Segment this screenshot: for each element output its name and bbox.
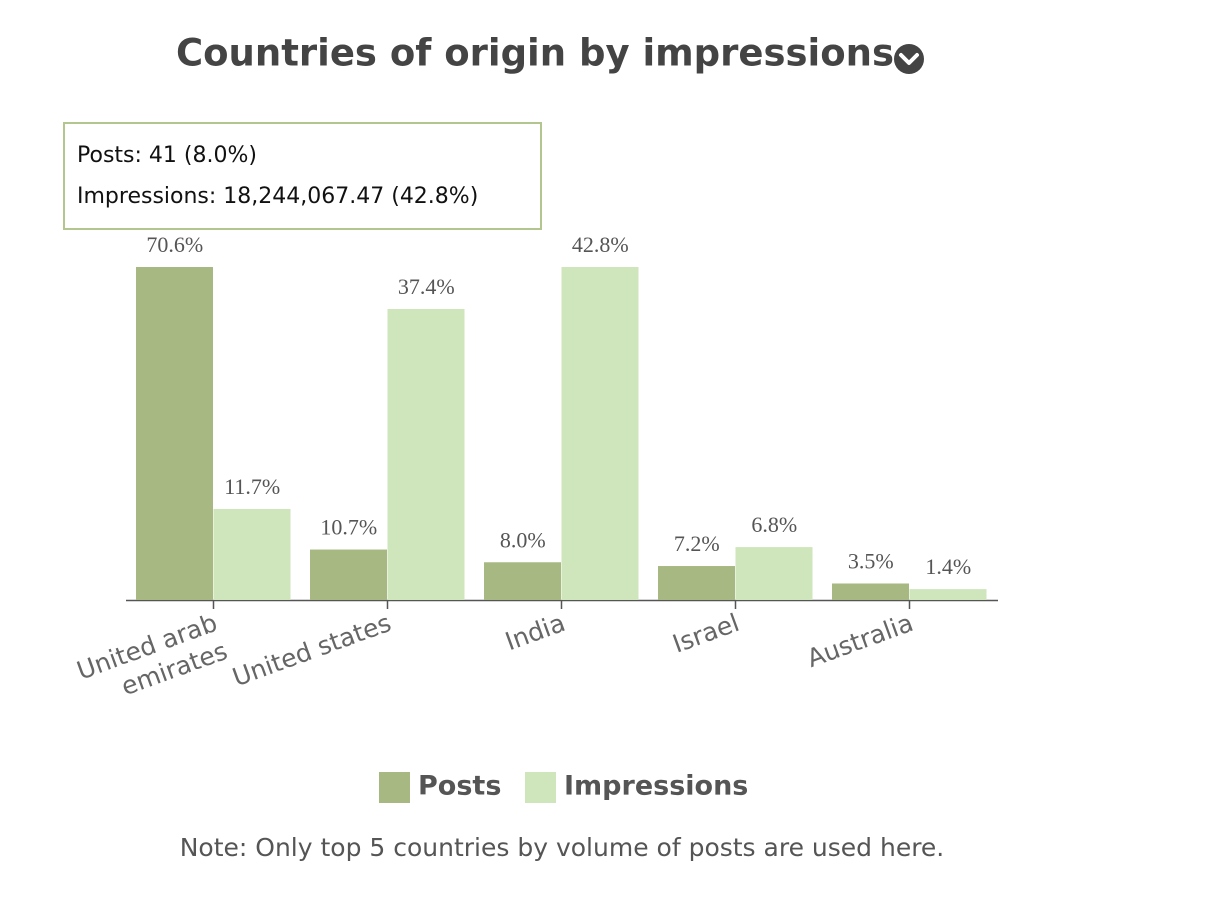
bar (909, 589, 987, 600)
tooltip-box (63, 122, 542, 230)
bar (484, 562, 561, 600)
legend-swatch (379, 772, 410, 803)
value-label: 70.6% (146, 232, 203, 257)
value-label: 7.2% (674, 531, 720, 556)
value-label: 37.4% (398, 274, 455, 299)
value-label: 8.0% (500, 527, 546, 552)
bar (832, 583, 909, 600)
legend-swatch (525, 772, 556, 803)
bar (658, 566, 735, 600)
tooltip-line: Impressions: 18,244,067.47 (42.8%) (77, 184, 478, 209)
bar (387, 309, 465, 600)
legend-label: Impressions (564, 771, 748, 802)
bar (561, 267, 639, 600)
value-label: 6.8% (751, 512, 797, 537)
value-label: 10.7% (320, 515, 377, 540)
bar (136, 267, 213, 600)
value-label: 1.4% (925, 554, 971, 579)
bar (735, 547, 813, 600)
bar (213, 508, 291, 600)
value-label: 42.8% (572, 232, 629, 257)
tooltip-line: Posts: 41 (8.0%) (77, 143, 257, 168)
tooltip: Posts: 41 (8.0%) Impressions: 18,244,067.… (63, 122, 542, 230)
value-label: 3.5% (848, 549, 894, 574)
dropdown-icon[interactable] (894, 44, 924, 74)
bar (310, 549, 387, 600)
legend-label: Posts (418, 771, 501, 802)
note: Note: Only top 5 countries by volume of … (180, 833, 945, 862)
value-label: 11.7% (224, 474, 280, 499)
chart-title: Countries of origin by impressions (176, 32, 894, 75)
